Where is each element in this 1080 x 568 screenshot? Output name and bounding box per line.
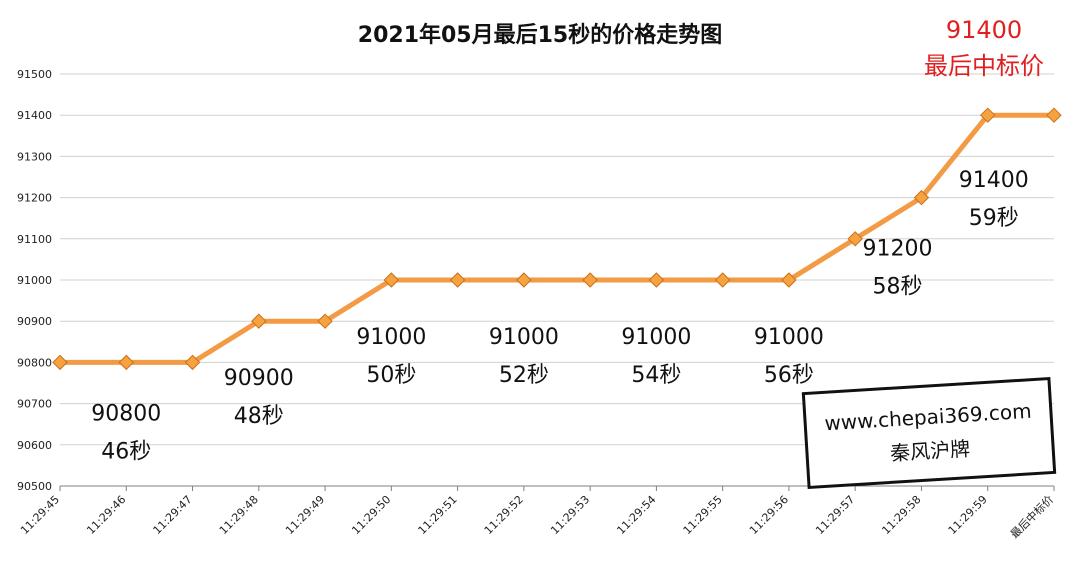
series-markers [52, 107, 1062, 371]
y-axis: 90500 90600 90700 90800 90900 91000 91100 91200… [17, 68, 52, 493]
y-tick-label: 91400 [17, 109, 52, 122]
x-tick-label: 11:29:51 [416, 493, 460, 537]
annotation-price: 91000 [489, 325, 559, 350]
annotation-time: 54秒 [631, 363, 681, 388]
x-tick-label: 11:29:56 [747, 493, 791, 537]
x-tick-label: 11:29:59 [946, 493, 990, 537]
data-point-marker [714, 272, 731, 288]
x-tick-label: 11:29:57 [813, 493, 857, 537]
x-axis: 11:29:45 11:29:46 11:29:47 11:29:48 11:29:49… [18, 485, 1056, 541]
annotation-time: 56秒 [764, 363, 814, 388]
x-tick-label: 11:29:52 [482, 493, 526, 537]
x-tick-label: 11:29:46 [84, 493, 128, 537]
price-line [57, 112, 1057, 365]
data-point-marker [383, 272, 400, 288]
x-tick-label: 11:29:48 [217, 493, 261, 537]
y-tick-label: 91500 [17, 68, 52, 81]
x-tick-label: 11:29:47 [151, 493, 195, 537]
annotation-time: 48秒 [234, 404, 284, 429]
data-point-marker [317, 313, 333, 329]
data-point-marker [847, 231, 863, 247]
x-tick-label: 最后中标价 [1007, 492, 1056, 541]
annotation-price: 90800 [91, 401, 161, 426]
data-point-marker [516, 272, 532, 288]
annotation-price: 90900 [224, 366, 294, 391]
watermark-box: www.chepai369.com 秦风沪牌 [801, 376, 1057, 490]
data-point-marker [52, 354, 68, 371]
y-tick-label: 91300 [17, 150, 52, 163]
annotation-price: 91400 [959, 168, 1029, 193]
annotation-price: 91000 [621, 325, 691, 350]
data-point-marker [118, 354, 134, 371]
data-point-marker [251, 313, 267, 329]
x-tick-label: 11:29:50 [349, 493, 393, 537]
annotation-price: 91200 [862, 237, 932, 262]
x-tick-label: 11:29:55 [681, 493, 725, 537]
watermark-frame [801, 376, 1057, 490]
annotation-time: 52秒 [499, 363, 549, 388]
annotation-time: 59秒 [969, 206, 1019, 231]
y-tick-label: 91000 [17, 274, 52, 287]
watermark-brand: 秦风沪牌 [889, 437, 970, 466]
data-point-marker [449, 272, 466, 288]
data-point-marker [184, 354, 201, 371]
y-tick-label: 90600 [17, 439, 52, 452]
data-point-marker [648, 272, 665, 288]
y-tick-label: 91100 [17, 233, 52, 246]
data-point-marker [781, 272, 797, 288]
x-tick-label: 11:29:45 [18, 493, 62, 537]
y-tick-label: 90900 [17, 315, 52, 328]
y-tick-label: 90500 [17, 480, 52, 493]
data-point-marker [1046, 107, 1062, 123]
final-price-value: 91400 [946, 16, 1022, 44]
data-point-marker [582, 272, 598, 288]
price-annotations: 90800 46秒 90900 48秒 91000 50秒 91000 52秒 91000 54秒… [91, 168, 1028, 464]
data-point-marker [980, 107, 996, 123]
y-tick-label: 90800 [17, 356, 52, 369]
annotation-time: 50秒 [366, 363, 416, 388]
final-price-label: 91400 最后中标价 [924, 16, 1044, 80]
x-tick-label: 11:29:58 [879, 493, 923, 537]
data-point-marker [913, 189, 930, 206]
annotation-price: 91000 [356, 325, 426, 350]
x-tick-label: 11:29:53 [548, 493, 592, 537]
annotation-time: 46秒 [101, 439, 151, 464]
final-price-caption: 最后中标价 [924, 52, 1044, 80]
series-line [57, 112, 1057, 365]
y-tick-label: 91200 [17, 192, 52, 205]
x-tick-label: 11:29:54 [614, 493, 658, 537]
annotation-time: 58秒 [872, 275, 922, 300]
chart-title: 2021年05月最后15秒的价格走势图 [358, 22, 722, 48]
annotation-price: 91000 [754, 325, 824, 350]
y-tick-label: 90700 [17, 398, 52, 411]
x-tick-label: 11:29:49 [283, 493, 327, 537]
